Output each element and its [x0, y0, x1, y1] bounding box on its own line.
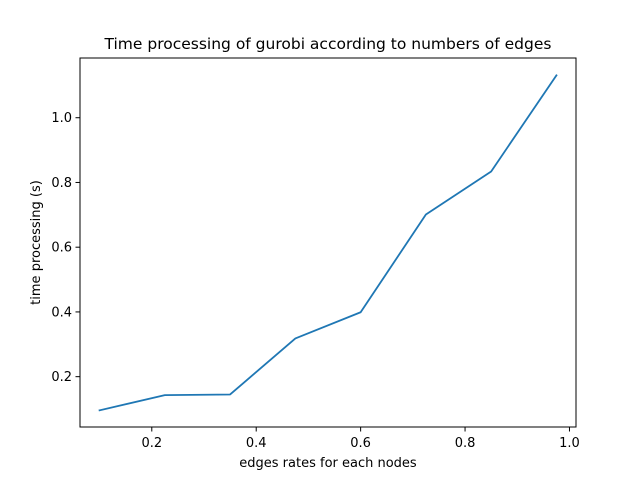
x-tick-label-2: 0.6 — [350, 436, 371, 451]
y-tick-label-2: 0.6 — [51, 241, 72, 256]
x-tick-label-1: 0.4 — [246, 436, 267, 451]
series-layer — [98, 74, 558, 412]
series-line-0 — [98, 74, 558, 412]
y-tick-label-4: 1.0 — [51, 111, 72, 126]
chart-title: Time processing of gurobi according to n… — [104, 35, 552, 53]
plot-frame — [79, 57, 577, 428]
x-tick-label-3: 0.8 — [455, 436, 476, 451]
x-tick-label-4: 1.0 — [559, 436, 580, 451]
y-axis-ticks: 0.2 0.4 0.6 0.8 1.0 — [51, 111, 80, 385]
y-tick-label-0: 0.2 — [51, 370, 72, 385]
x-axis-label: edges rates for each nodes — [239, 456, 417, 471]
y-axis-label: time processing (s) — [29, 180, 44, 305]
y-tick-label-3: 0.8 — [51, 176, 72, 191]
x-axis-ticks: 0.2 0.4 0.6 0.8 1.0 — [141, 427, 580, 451]
y-tick-label-1: 0.4 — [51, 305, 72, 320]
x-tick-label-0: 0.2 — [141, 436, 162, 451]
